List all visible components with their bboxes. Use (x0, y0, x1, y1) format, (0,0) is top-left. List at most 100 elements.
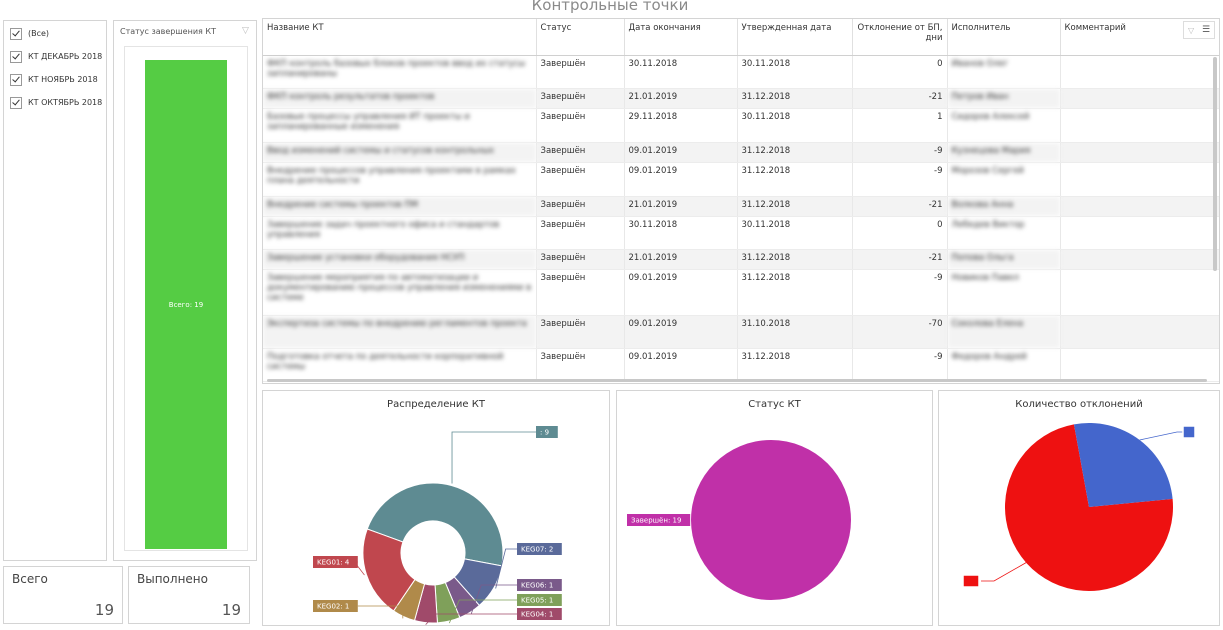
donut-data-label: KEG02: 1 (313, 600, 358, 612)
donut-leader-line (448, 599, 517, 624)
cell-status: Завершён (536, 216, 625, 250)
donut-data-label-text: KEG04: 1 (521, 611, 553, 619)
donut-leader-line (451, 431, 536, 484)
cell-approved-date: 31.12.2018 (737, 142, 853, 163)
cell-deviation: -9 (852, 142, 948, 163)
cell-deviation: -9 (852, 348, 948, 382)
column-header-end-date[interactable]: Дата окончания (624, 19, 738, 56)
cell-approved-date: 31.12.2018 (737, 196, 853, 217)
table-row[interactable]: Ввод изменений системы и статусов контро… (263, 142, 1219, 163)
donut-data-label-text: KEG02: 1 (317, 603, 349, 611)
donut-data-label: KEG04: 1 (517, 608, 562, 620)
cell-comment (1060, 348, 1219, 382)
kpi-done-value: 19 (221, 601, 241, 619)
donut-slice[interactable] (362, 528, 416, 612)
filter-funnel-icon[interactable]: ▽ (1187, 25, 1195, 35)
cell-comment (1060, 162, 1219, 197)
deviation-pie-slice[interactable] (1073, 423, 1173, 507)
cell-deviation: 0 (852, 55, 948, 89)
vertical-scrollbar[interactable] (1213, 57, 1217, 271)
donut-data-label: KEG05: 1 (517, 594, 562, 606)
status-pie-title: Статус КТ (748, 399, 801, 410)
kpi-total-card: Всего 19 (3, 566, 123, 624)
status-pie-panel: Статус КТ Завершён: 19 (616, 390, 933, 626)
donut-slice[interactable] (366, 482, 504, 567)
donut-data-label-text: KEG06: 1 (521, 582, 553, 590)
table-toolbar: ▽ ☰ (1183, 21, 1215, 39)
donut-data-label-text: : 9 (540, 429, 549, 437)
column-header-status[interactable]: Статус (536, 19, 625, 56)
cell-status: Завершён (536, 162, 625, 197)
cell-name: Завершение установки оборудования НСУП (263, 249, 537, 270)
table-row[interactable]: Экспертиза системы по внедрению регламен… (263, 315, 1219, 349)
column-header-executor[interactable]: Исполнитель (947, 19, 1061, 56)
cell-end-date: 29.11.2018 (624, 108, 738, 143)
filter-item[interactable]: КТ ДЕКАБРЬ 2018 (4, 45, 106, 68)
cell-status: Завершён (536, 249, 625, 270)
checkbox[interactable] (10, 73, 22, 86)
table-row[interactable]: Завершение задач проектного офиса и стан… (263, 216, 1219, 250)
filter-item[interactable]: (Все) (4, 22, 106, 45)
cell-approved-date: 30.11.2018 (737, 55, 853, 89)
table-row[interactable]: Подготовка отчета по деятельности корпор… (263, 348, 1219, 382)
donut-data-label-box (313, 556, 358, 568)
table-row[interactable]: Базовые процессы управления ИТ проекты и… (263, 108, 1219, 143)
cell-approved-date: 31.12.2018 (737, 162, 853, 197)
distribution-chart-title: Распределение КТ (387, 399, 485, 410)
cell-name: Завершение задач проектного офиса и стан… (263, 216, 537, 250)
cell-executor: Новиков Павел (947, 269, 1061, 316)
cell-deviation: -70 (852, 315, 948, 349)
horizontal-scrollbar[interactable] (267, 379, 1207, 382)
table-row[interactable]: ФКП контроль результатов проектов Завершё… (263, 88, 1219, 109)
cell-executor: Федоров Андрей (947, 348, 1061, 382)
filter-item[interactable]: КТ ОКТЯБРЬ 2018 (4, 91, 106, 114)
cell-deviation: -21 (852, 249, 948, 270)
filter-panel: (Все) КТ ДЕКАБРЬ 2018 КТ НОЯБРЬ 2018 КТ ОКТ… (3, 20, 107, 561)
table-row[interactable]: Завершение установки оборудования НСУП За… (263, 249, 1219, 270)
column-header-deviation[interactable]: Отклонение от БП, дни (852, 19, 948, 56)
cell-executor: Волкова Анна (947, 196, 1061, 217)
donut-leader-line (357, 605, 404, 619)
column-header-name[interactable]: Название КТ (263, 19, 537, 56)
cell-executor: Сидоров Алексей (947, 108, 1061, 143)
cell-comment (1060, 216, 1219, 250)
filter-item[interactable]: КТ НОЯБРЬ 2018 (4, 68, 106, 91)
status-pie-data-label-text: Завершён: 19 (631, 517, 681, 525)
table-row[interactable]: ФКП контроль базовых блоков проектов вво… (263, 55, 1219, 89)
cell-status: Завершён (536, 196, 625, 217)
table-row[interactable]: Внедрение системы проектов ПМ Завершён 21.… (263, 196, 1219, 217)
deviation-pie-title: Количество отклонений (1015, 399, 1143, 410)
checkbox[interactable] (10, 27, 22, 40)
status-pie-slice[interactable] (691, 440, 851, 600)
cell-status: Завершён (536, 348, 625, 382)
filter-funnel-icon[interactable]: ▽ (242, 26, 249, 36)
deviation-data-label (1182, 425, 1196, 439)
column-chooser-icon[interactable]: ☰ (1201, 25, 1211, 35)
checkbox[interactable] (10, 96, 22, 109)
cell-comment (1060, 108, 1219, 143)
status-bar-label: Всего: 19 (168, 300, 204, 309)
cell-comment (1060, 196, 1219, 217)
deviation-pie-slice[interactable] (1005, 424, 1173, 591)
cell-deviation: 1 (852, 108, 948, 143)
cell-name: Ввод изменений системы и статусов контро… (263, 142, 537, 163)
column-header-approved-date[interactable]: Утвержденная дата (737, 19, 853, 56)
deviation-data-label (962, 574, 980, 588)
cell-name: Внедрение системы проектов ПМ (263, 196, 537, 217)
table-row[interactable]: Завершение мероприятия по автоматизации … (263, 269, 1219, 316)
checkbox[interactable] (10, 50, 22, 63)
status-pie-data-label-box (627, 514, 691, 526)
status-bar[interactable]: Всего: 19 (145, 60, 227, 549)
kpi-done-card: Выполнено 19 (128, 566, 250, 624)
donut-leader-line (495, 548, 517, 589)
donut-data-label-box (536, 426, 558, 438)
filter-item-label: КТ ОКТЯБРЬ 2018 (28, 98, 103, 107)
status-pie-data-label: Завершён: 19 (627, 514, 691, 526)
cell-name: Базовые процессы управления ИТ проекты и… (263, 108, 537, 143)
cell-end-date: 09.01.2019 (624, 348, 738, 382)
cell-end-date: 09.01.2019 (624, 142, 738, 163)
donut-data-label-box (517, 579, 562, 591)
cell-name: Внедрение процессов управления проектами… (263, 162, 537, 197)
cell-deviation: -21 (852, 88, 948, 109)
table-row[interactable]: Внедрение процессов управления проектами… (263, 162, 1219, 197)
